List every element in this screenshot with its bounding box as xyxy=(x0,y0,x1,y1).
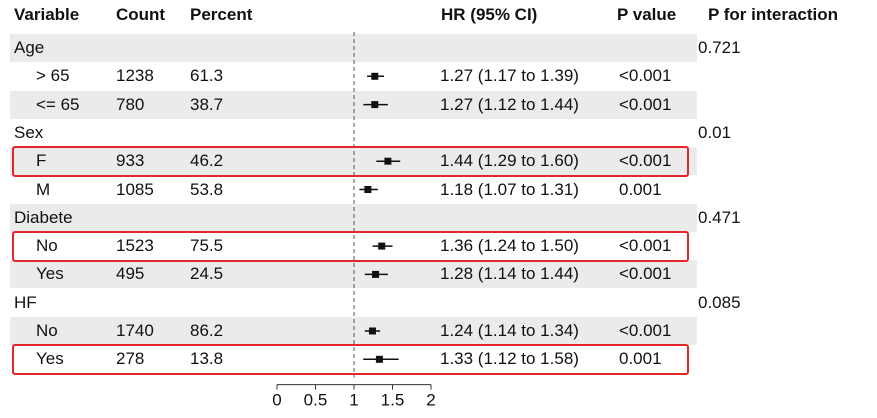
subgroup-label: M xyxy=(36,179,51,199)
p-value: <0.001 xyxy=(619,236,672,256)
percent-value: 24.5 xyxy=(190,264,224,284)
highlight-box xyxy=(12,344,689,376)
p-value: 0.001 xyxy=(619,349,662,369)
p-value: <0.001 xyxy=(619,321,672,340)
hr-point xyxy=(378,242,386,250)
hr-point xyxy=(371,72,379,80)
hr-point xyxy=(384,157,392,165)
count-value: 1740 xyxy=(116,321,154,340)
group-label: HF xyxy=(14,292,37,312)
percent-value: 75.5 xyxy=(190,236,224,256)
x-tick-label: 2 xyxy=(426,391,435,410)
hr-ci-value: 1.33 (1.12 to 1.58) xyxy=(440,349,579,369)
table-row: M 1085 53.8 1.18 (1.07 to 1.31) 0.001 xyxy=(10,176,697,204)
percent-value: 53.8 xyxy=(190,179,224,199)
p-interaction-value: 0.01 xyxy=(698,122,732,142)
p-value: <0.001 xyxy=(619,66,672,86)
table-row: No 1523 75.5 1.36 (1.24 to 1.50) <0.001 xyxy=(10,232,697,260)
subgroup-label: Yes xyxy=(36,264,64,284)
x-tick-label: 0 xyxy=(272,391,281,410)
count-value: 1523 xyxy=(116,236,154,256)
p-interaction-value: 0.471 xyxy=(698,207,741,227)
group-label: Age xyxy=(14,38,45,57)
hr-ci-value: 1.27 (1.17 to 1.39) xyxy=(440,66,579,86)
x-tick-label: 1.5 xyxy=(381,391,405,410)
header-variable: Variable xyxy=(14,5,80,24)
p-value: <0.001 xyxy=(619,94,672,114)
x-tick-label: 1 xyxy=(349,391,358,410)
table-row: > 65 1238 61.3 1.27 (1.17 to 1.39) <0.001 xyxy=(10,62,697,90)
hr-point xyxy=(375,355,383,363)
group-row: Sex 0.01 xyxy=(10,119,731,147)
count-value: 1085 xyxy=(116,179,154,199)
header-p-interaction: P for interaction xyxy=(708,5,839,24)
subgroup-label: No xyxy=(36,321,58,340)
hr-ci-value: 1.18 (1.07 to 1.31) xyxy=(440,179,579,199)
count-value: 278 xyxy=(116,349,145,369)
p-interaction-value: 0.721 xyxy=(698,38,741,57)
header-hr: HR (95% CI) xyxy=(441,5,538,24)
percent-value: 13.8 xyxy=(190,349,224,369)
hr-point xyxy=(364,186,372,193)
hr-point xyxy=(371,101,379,109)
hr-point xyxy=(368,327,376,335)
percent-value: 86.2 xyxy=(190,321,224,340)
percent-value: 46.2 xyxy=(190,151,224,171)
subgroup-label: No xyxy=(36,236,58,256)
x-tick-label: 0.5 xyxy=(304,391,328,410)
hr-ci-value: 1.36 (1.24 to 1.50) xyxy=(440,236,579,256)
highlight-box xyxy=(12,146,689,178)
table-row: Yes 495 24.5 1.28 (1.14 to 1.44) <0.001 xyxy=(10,260,697,289)
p-value: <0.001 xyxy=(619,264,672,284)
count-value: 495 xyxy=(116,264,145,284)
p-value: 0.001 xyxy=(619,179,662,199)
p-interaction-value: 0.085 xyxy=(698,292,741,312)
subgroup-label: Yes xyxy=(36,349,64,369)
group-label: Diabete xyxy=(14,207,73,227)
count-value: 933 xyxy=(116,151,145,171)
p-value: <0.001 xyxy=(619,151,672,171)
hr-ci-value: 1.27 (1.12 to 1.44) xyxy=(440,94,579,114)
subgroup-label: > 65 xyxy=(36,66,70,86)
percent-value: 61.3 xyxy=(190,66,224,86)
hr-ci-value: 1.24 (1.14 to 1.34) xyxy=(440,321,579,340)
header-pvalue: P value xyxy=(617,5,677,24)
group-row: HF 0.085 xyxy=(10,289,741,317)
header-percent: Percent xyxy=(190,5,253,24)
highlight-box xyxy=(12,231,689,263)
subgroup-label: <= 65 xyxy=(36,94,80,114)
count-value: 1238 xyxy=(116,66,154,86)
subgroup-label: F xyxy=(36,151,47,171)
hr-ci-value: 1.28 (1.14 to 1.44) xyxy=(440,264,579,284)
table-row: Yes 278 13.8 1.33 (1.12 to 1.58) 0.001 xyxy=(10,345,697,373)
header-count: Count xyxy=(116,5,166,24)
count-value: 780 xyxy=(116,94,145,114)
hr-ci-value: 1.44 (1.29 to 1.60) xyxy=(440,151,579,171)
percent-value: 38.7 xyxy=(190,94,224,114)
hr-point xyxy=(372,270,380,278)
group-label: Sex xyxy=(14,122,44,142)
